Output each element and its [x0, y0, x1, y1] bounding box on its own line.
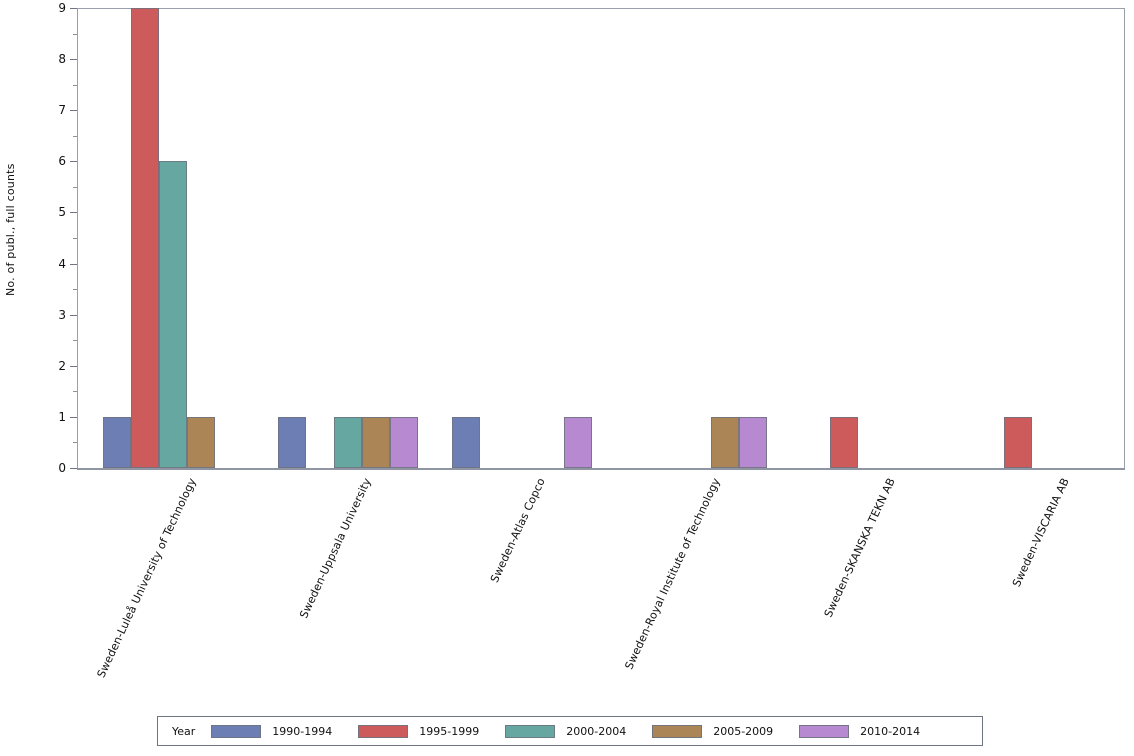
bar	[389, 416, 418, 468]
tick-mark	[70, 314, 77, 316]
tick-mark	[70, 365, 77, 367]
y-axis-tick-label: 5	[58, 205, 66, 220]
x-axis-line	[77, 468, 1125, 470]
bar	[564, 416, 593, 468]
y-axis-line	[77, 8, 78, 470]
bar	[452, 416, 481, 468]
bar	[159, 161, 187, 468]
bar	[1004, 416, 1033, 468]
y-axis-tick-label: 4	[58, 256, 66, 271]
plot-frame-top-border	[77, 8, 1125, 9]
legend-entry-label: 1995-1999	[419, 724, 480, 738]
bar	[277, 416, 306, 468]
y-axis-tick-label: 6	[58, 154, 66, 169]
tick-mark	[73, 186, 77, 188]
bar	[711, 416, 739, 468]
legend-entry-label: 2000-2004	[566, 724, 627, 738]
tick-mark	[73, 289, 77, 291]
legend-entry[interactable]: 1990-1994	[211, 724, 333, 738]
x-axis-category-labels: Sweden-Luleå University of Technology Swe…	[77, 470, 1125, 710]
legend: Year 1990-1994 1995-1999 2000-2004 2005-200…	[157, 716, 983, 746]
tick-mark	[70, 212, 77, 214]
tick-mark	[70, 59, 77, 61]
x-axis-category-label: Sweden-Uppsala University	[296, 476, 374, 621]
plot-area: 0 1 2 3 4 5 6 7 8 9	[58, 1, 1125, 475]
plot-frame-right-border	[1124, 8, 1125, 470]
x-axis-category-label: Sweden-Atlas Copco	[488, 476, 549, 585]
legend-entries: 1990-1994 1995-1999 2000-2004 2005-2009 2010…	[211, 724, 946, 738]
legend-entry[interactable]: 2000-2004	[505, 724, 627, 738]
y-axis-tick-label: 9	[58, 1, 66, 15]
legend-color-swatch	[505, 724, 556, 738]
y-axis-tick-label: 1	[58, 409, 66, 424]
tick-mark	[70, 161, 77, 163]
bar	[103, 416, 131, 468]
legend-entry-label: 2010-2014	[860, 724, 921, 738]
y-axis-title: No. of publ., full counts	[4, 163, 17, 297]
legend-entry[interactable]: 1995-1999	[358, 724, 480, 738]
tick-mark	[73, 340, 77, 342]
legend-color-swatch	[211, 724, 262, 738]
bar	[131, 8, 159, 468]
legend-entry-label: 1990-1994	[272, 724, 333, 738]
tick-mark	[73, 33, 77, 35]
tick-mark	[70, 8, 77, 9]
bar	[333, 416, 362, 468]
x-axis-category-label: Sweden-Royal Institute of Technology	[622, 476, 723, 672]
bar	[739, 416, 767, 468]
tick-mark	[70, 468, 77, 469]
legend-entry[interactable]: 2010-2014	[799, 724, 921, 738]
y-axis-tick-label: 8	[58, 52, 66, 67]
y-axis-tick-label: 7	[58, 103, 66, 118]
tick-mark	[73, 135, 77, 137]
legend-entry-label: 2005-2009	[713, 724, 774, 738]
tick-mark	[73, 84, 77, 86]
x-axis-category-label: Sweden-SKANSKA TEKN AB	[821, 476, 898, 620]
bar	[829, 416, 858, 468]
legend-entry[interactable]: 2005-2009	[652, 724, 774, 738]
tick-mark	[70, 263, 77, 265]
y-axis-tick-label: 0	[58, 461, 66, 475]
tick-mark	[73, 391, 77, 393]
x-axis-category-label: Sweden-Luleå University of Technology	[94, 476, 199, 680]
legend-title: Year	[172, 724, 196, 738]
legend-color-swatch	[652, 724, 703, 738]
legend-color-swatch	[358, 724, 409, 738]
bar	[361, 416, 390, 468]
bar	[187, 416, 215, 468]
tick-mark	[73, 442, 77, 444]
y-axis-tick-label: 3	[58, 307, 66, 322]
legend-color-swatch	[799, 724, 850, 738]
tick-mark	[70, 416, 77, 418]
tick-mark	[73, 238, 77, 239]
y-axis-tick-label: 2	[58, 358, 66, 373]
x-axis-category-label: Sweden-VISCARIA AB	[1010, 476, 1073, 589]
tick-mark	[70, 110, 77, 112]
